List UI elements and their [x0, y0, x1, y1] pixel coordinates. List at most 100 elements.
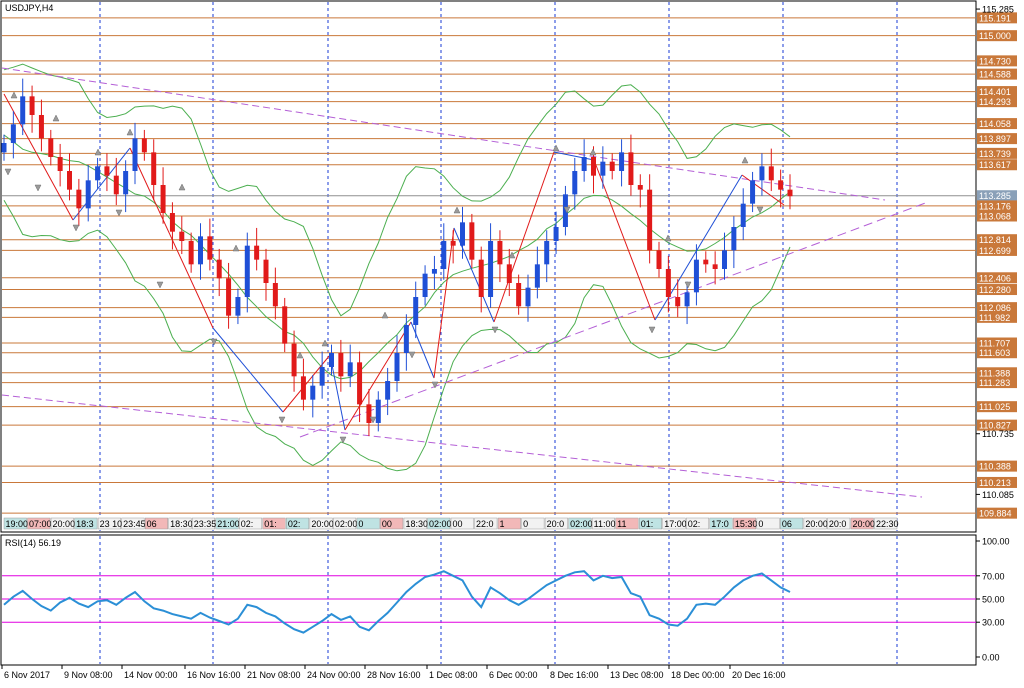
candle-body: [207, 236, 213, 260]
price-tag-label: 111.707: [979, 339, 1010, 349]
time-tag-box: [497, 517, 521, 530]
time-tag-label: 00: [382, 519, 392, 529]
date-label: 13 Dec 08:00: [610, 670, 664, 680]
price-tag-box: [977, 147, 1017, 159]
price-tag-box: [977, 419, 1017, 431]
price-tag-label: 113.739: [979, 149, 1011, 159]
candle-body: [591, 157, 596, 176]
rsi-title: RSI(14) 56.19: [5, 538, 61, 548]
time-tag-label: 1: [500, 519, 505, 529]
candle-body: [104, 166, 110, 176]
time-tag-box: [638, 517, 662, 530]
fractal-up-arrow: [94, 148, 102, 156]
fractal-down-arrow: [369, 416, 377, 424]
rsi-axis-label: 30.00: [982, 618, 1005, 628]
time-tag-box: [686, 517, 710, 530]
candle-body: [48, 138, 54, 157]
axis-tick-label: 110.085: [982, 490, 1014, 500]
time-tag-box: [168, 517, 192, 530]
candle-body: [516, 283, 522, 307]
time-tag-box: [309, 517, 333, 530]
price-tag-box: [977, 133, 1017, 145]
price-tag-box: [977, 302, 1017, 314]
time-tag-box: [733, 517, 757, 530]
price-tag-label: 113.285: [979, 191, 1011, 201]
candle-body: [347, 362, 353, 377]
price-tag-label: 111.388: [979, 368, 1010, 378]
candle-body: [235, 297, 241, 316]
candle-body: [282, 306, 288, 344]
time-tag-label: 22:30: [876, 519, 899, 529]
zigzag-segment: [344, 321, 412, 431]
price-tag-label: 114.730: [979, 56, 1011, 66]
candle-body: [291, 343, 297, 377]
candle-body: [750, 180, 756, 204]
candle-body: [375, 399, 381, 423]
time-tag-box: [50, 517, 74, 530]
candle-body: [179, 231, 185, 241]
candle-body: [431, 269, 437, 274]
vertical-gridlines: [99, 2, 898, 664]
price-tag-label: 113.617: [979, 160, 1011, 170]
price-tag-box: [977, 30, 1017, 42]
rsi-axis-label: 0.00: [982, 653, 1000, 663]
fractal-down-arrow: [408, 351, 416, 359]
candle-body: [244, 245, 250, 297]
time-tag-label: 0: [523, 519, 528, 529]
price-tag-box: [977, 337, 1017, 349]
candle-body: [76, 189, 82, 209]
price-tag-box: [977, 377, 1017, 389]
time-tag-label: 17:0: [711, 519, 729, 529]
price-tag-box: [977, 401, 1017, 413]
fractal-down-arrow: [491, 326, 499, 334]
zigzag-segment: [553, 151, 595, 161]
time-tag-label: 21:00: [217, 519, 240, 529]
candle-body: [272, 283, 278, 307]
candle-body: [188, 241, 194, 265]
price-tag-label: 113.068: [979, 211, 1011, 221]
candle-body: [403, 325, 409, 353]
date-label: 6 Nov 2017: [4, 670, 50, 680]
candle-body: [310, 385, 316, 400]
price-tag-label: 115.000: [979, 31, 1011, 41]
candle-body: [460, 222, 465, 246]
candle-body: [169, 213, 175, 232]
candle-body: [778, 180, 784, 190]
time-tag-box: [450, 517, 474, 530]
time-tag-box: [144, 517, 168, 530]
candle-body: [675, 297, 681, 307]
rsi-line: [3, 570, 791, 634]
price-tag-box: [977, 118, 1017, 130]
candle-body: [534, 264, 540, 288]
time-tag-label: 22:0: [476, 519, 494, 529]
time-tag-label: 11: [617, 519, 626, 529]
candle-body: [609, 161, 615, 171]
time-tag-box: [709, 517, 733, 530]
candle-body: [628, 152, 634, 185]
candle-body: [300, 376, 306, 400]
price-tag-label: 112.086: [979, 303, 1011, 313]
fractal-up-arrow: [321, 339, 329, 347]
candle-body: [29, 96, 35, 115]
time-tag-box: [403, 517, 427, 530]
zigzag-segment: [593, 159, 656, 321]
time-tag-label: 01:: [641, 519, 654, 529]
candle-body: [787, 189, 793, 197]
price-tag-label: 115.191: [979, 13, 1011, 23]
time-tag-box: [474, 517, 498, 530]
fractal-down-arrow: [648, 326, 656, 334]
time-tag-label: 17:00: [664, 519, 687, 529]
candle-body: [562, 194, 568, 227]
time-tag-box: [803, 517, 827, 530]
candle-body: [525, 287, 531, 307]
price-tag-box: [977, 507, 1017, 519]
time-tag-label: 02:00: [429, 519, 452, 529]
price-tag-box: [977, 210, 1017, 222]
candle-body: [488, 241, 494, 297]
candle-body: [141, 138, 147, 153]
fractal-up-arrow: [381, 311, 389, 319]
candle-body: [450, 241, 456, 246]
